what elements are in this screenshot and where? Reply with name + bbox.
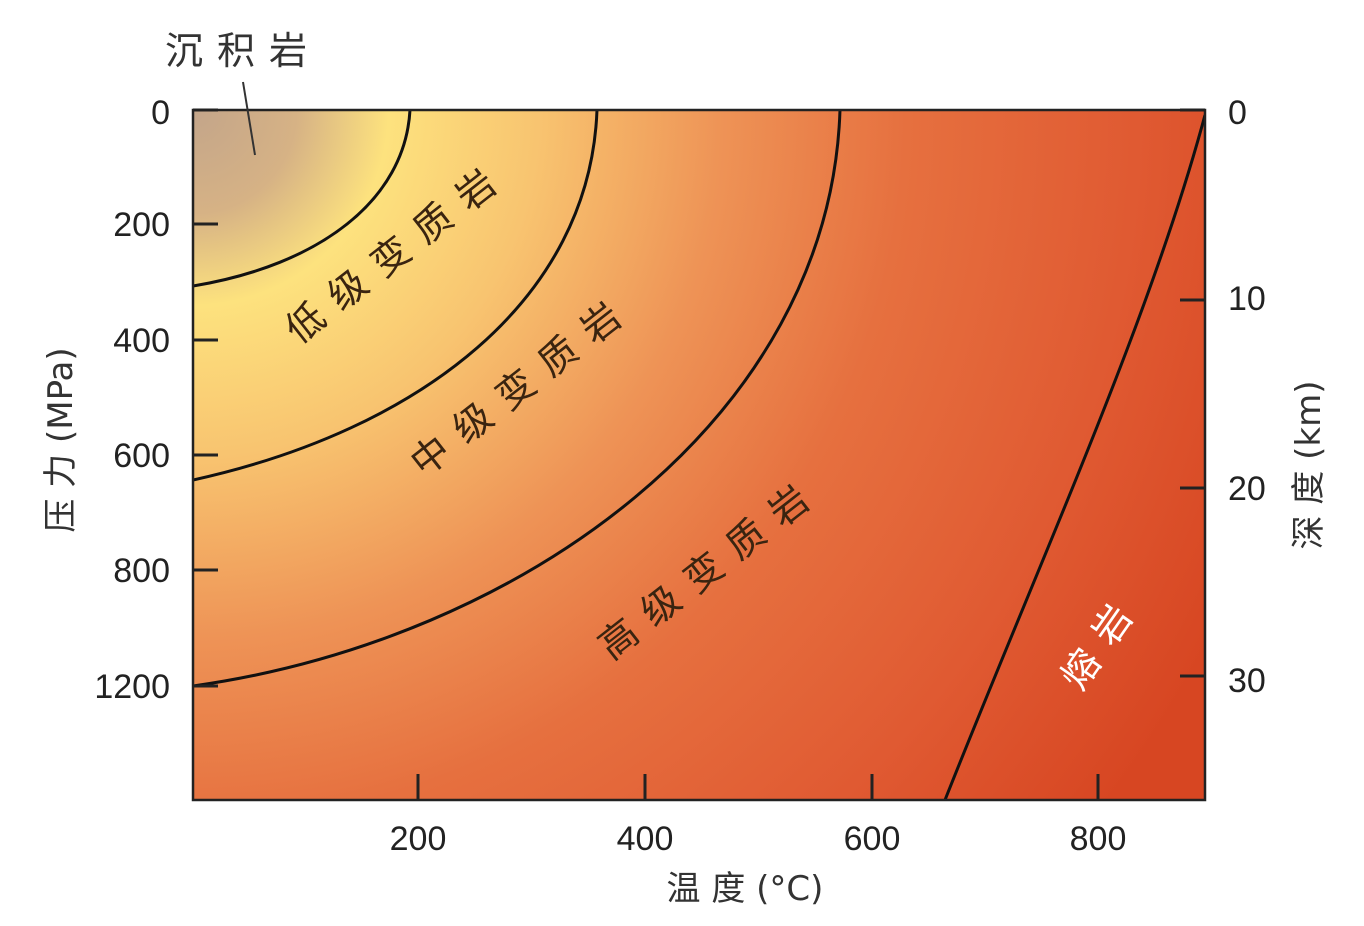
y-left-tick-label: 0 — [151, 94, 170, 132]
right-axis-ticks — [1180, 108, 1205, 678]
y-right-tick-label: 30 — [1228, 662, 1266, 700]
x-tick-label: 800 — [1070, 820, 1127, 858]
boundary-low-mid-grade — [193, 110, 599, 482]
y-left-axis-title: 压 力 (MPa) — [41, 347, 81, 532]
x-tick-label: 600 — [844, 820, 901, 858]
plot-area — [193, 110, 1205, 800]
boundary-high-grade-melt — [943, 114, 1205, 800]
sediment-leader-line — [242, 81, 256, 156]
x-axis-title: 温 度 (°C) — [667, 869, 824, 909]
y-right-axis-title: 深 度 (km) — [1289, 381, 1329, 550]
sediment-label: 沉积岩 — [165, 29, 321, 73]
y-left-tick-label: 400 — [113, 322, 170, 360]
left-axis-ticks — [193, 108, 218, 688]
x-tick-label: 200 — [390, 820, 447, 858]
y-left-tick-label: 800 — [113, 552, 170, 590]
y-left-tick-label: 600 — [113, 437, 170, 475]
bottom-axis-ticks — [416, 774, 1100, 800]
y-right-tick-label: 10 — [1228, 280, 1266, 318]
boundary-sediment-low-grade — [193, 110, 412, 288]
y-left-tick-label: 200 — [113, 206, 170, 244]
x-tick-label: 400 — [617, 820, 674, 858]
y-left-tick-label: 1200 — [94, 668, 170, 706]
y-right-tick-label: 0 — [1228, 94, 1247, 132]
boundary-mid-high-grade — [193, 110, 842, 688]
y-right-tick-label: 20 — [1228, 470, 1266, 508]
